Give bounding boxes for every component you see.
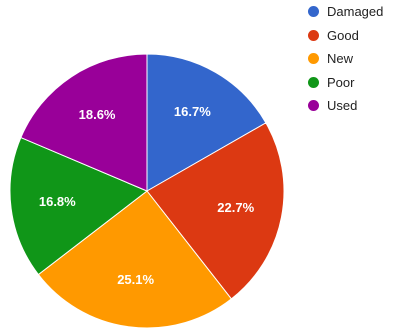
legend-swatch-poor (308, 76, 319, 88)
legend-item-damaged[interactable]: Damaged (308, 0, 383, 24)
legend-item-used[interactable]: Used (308, 94, 383, 118)
legend-label-good: Good (327, 27, 359, 43)
legend-item-new[interactable]: New (308, 47, 383, 71)
slice-label-new: 25.1% (117, 272, 154, 287)
legend-swatch-damaged (308, 6, 319, 18)
slice-label-poor: 16.8% (39, 194, 76, 209)
legend-label-used: Used (327, 98, 358, 114)
slice-label-used: 18.6% (79, 107, 116, 122)
pie-slice-damaged[interactable] (146, 53, 267, 192)
legend-swatch-new (308, 53, 319, 65)
slice-label-damaged: 16.7% (174, 104, 211, 119)
pie-slice-poor[interactable] (9, 136, 148, 276)
pie-slice-new[interactable] (37, 190, 233, 329)
pie-slice-good[interactable] (146, 122, 285, 300)
legend-label-damaged: Damaged (327, 4, 384, 20)
legend-item-good[interactable]: Good (308, 24, 383, 48)
legend: Damaged Good New Poor Used (308, 0, 383, 118)
pie-slice-used[interactable] (20, 53, 148, 192)
legend-label-poor: Poor (327, 74, 355, 90)
legend-swatch-good (308, 29, 319, 41)
legend-swatch-used (308, 100, 319, 112)
legend-label-new: New (327, 51, 354, 67)
slice-label-good: 22.7% (217, 200, 254, 215)
legend-item-poor[interactable]: Poor (308, 71, 383, 95)
